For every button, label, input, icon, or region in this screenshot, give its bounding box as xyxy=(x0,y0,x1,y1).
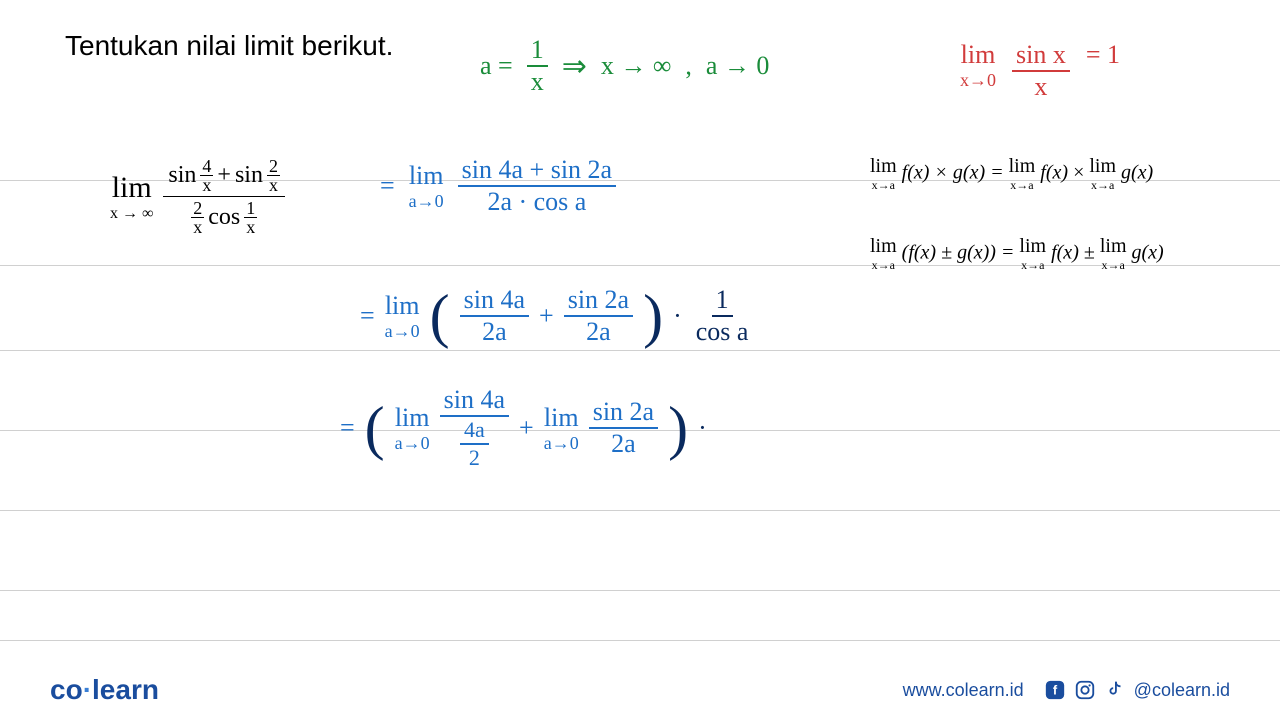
svg-text:f: f xyxy=(1053,683,1058,698)
sinc-limit-note: limx→0 sin xx = 1 xyxy=(960,40,1120,102)
limit-rule-product: limx→a f(x) × g(x) = limx→a f(x) × limx→… xyxy=(870,155,1153,193)
ruled-line xyxy=(0,590,1280,591)
limit-rule-sum: limx→a (f(x) ± g(x)) = limx→a f(x) ± lim… xyxy=(870,235,1164,273)
tiktok-icon xyxy=(1104,679,1126,701)
sin-text: sin xyxy=(235,162,263,189)
ruled-line xyxy=(0,350,1280,351)
problem-title: Tentukan nilai limit berikut. xyxy=(65,30,393,62)
cos-text: cos xyxy=(208,204,240,231)
work-step-3: = ( lima→0 sin 4a 4a2 + lima→0 sin 2a2a … xyxy=(340,385,707,471)
ruled-line xyxy=(0,640,1280,641)
problem-formula: lim x → ∞ sin 4x + sin 2x 2x cos 1x xyxy=(110,155,285,238)
footer-handle: @colearn.id xyxy=(1134,680,1230,701)
work-step-2: = lima→0 ( sin 4a2a + sin 2a2a ) · 1cos … xyxy=(360,285,752,347)
work-step-1: = lima→0 sin 4a + sin 2a2a · cos a xyxy=(380,155,616,217)
lim-label: lim xyxy=(112,171,152,205)
instagram-icon xyxy=(1074,679,1096,701)
footer-url: www.colearn.id xyxy=(903,680,1024,701)
plus: + xyxy=(217,162,231,189)
footer: co·learn www.colearn.id f @colearn.id xyxy=(0,660,1280,720)
facebook-icon: f xyxy=(1044,679,1066,701)
brand-logo: co·learn xyxy=(50,674,159,706)
substitution-note: a = 1x ⇒ x → ∞ , a → 0 xyxy=(480,35,769,97)
lim-sub: x → ∞ xyxy=(110,205,153,223)
ruled-line xyxy=(0,510,1280,511)
sin-text: sin xyxy=(168,162,196,189)
